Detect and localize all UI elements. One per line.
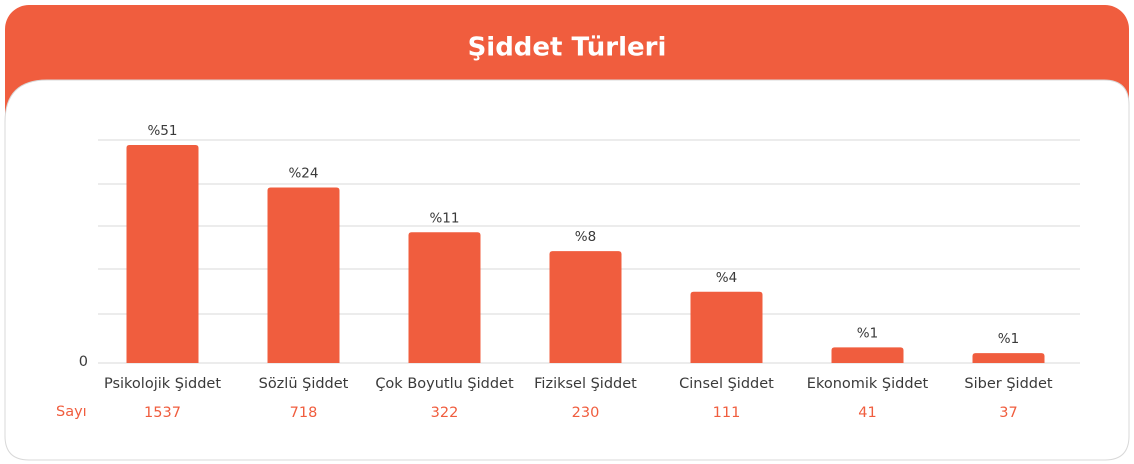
card-title: Şiddet Türleri (468, 33, 667, 63)
x-tick-label: Çok Boyutlu Şiddet (375, 376, 514, 392)
bar (831, 347, 904, 363)
count-label: 322 (431, 405, 459, 421)
count-label: 111 (713, 405, 741, 421)
bar (126, 144, 199, 363)
x-tick-label: Psikolojik Şiddet (104, 376, 221, 392)
x-tick-label: Sözlü Şiddet (259, 376, 349, 392)
x-tick-label: Fiziksel Şiddet (534, 376, 637, 392)
bar (408, 232, 481, 363)
count-label: 37 (999, 405, 1017, 421)
x-tick-label: Ekonomik Şiddet (807, 376, 929, 392)
x-tick-label: Cinsel Şiddet (679, 376, 774, 392)
x-tick-label: Siber Şiddet (964, 376, 1052, 392)
bar (549, 251, 622, 363)
share-label: %11 (429, 210, 459, 226)
bar (267, 187, 340, 363)
y-axis-label: 0 (79, 354, 88, 370)
count-label: 1537 (144, 405, 181, 421)
count-label: 230 (572, 405, 600, 421)
bar (972, 353, 1045, 363)
row-label: Sayı (56, 404, 87, 420)
count-label: 41 (858, 405, 876, 421)
count-label: 718 (290, 405, 318, 421)
share-label: %51 (147, 123, 177, 139)
share-label: %1 (998, 331, 1019, 347)
share-label: %1 (857, 325, 878, 341)
bar (690, 291, 763, 363)
share-label: %4 (716, 270, 737, 286)
share-label: %8 (575, 229, 596, 245)
share-label: %24 (288, 165, 318, 181)
